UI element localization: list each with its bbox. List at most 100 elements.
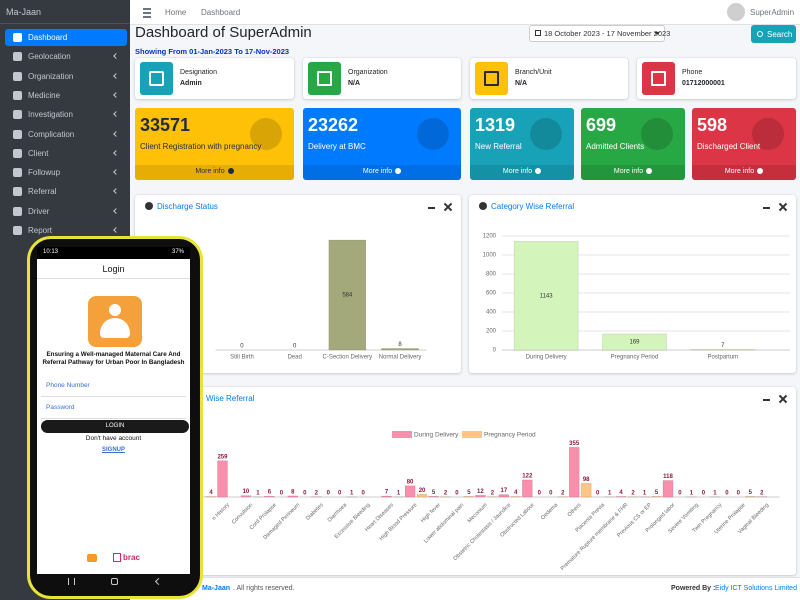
chevron: [113, 149, 119, 156]
stat-icon: [250, 118, 282, 150]
field-underline: [41, 396, 186, 397]
nav-back[interactable]: [154, 577, 163, 586]
menu-label: Report: [28, 226, 53, 235]
signup-link[interactable]: SIGNUP: [101, 447, 125, 453]
stat-box: 598 Discharged Client More info: [692, 108, 796, 180]
stat-footer[interactable]: More info: [135, 165, 294, 180]
search-button[interactable]: Search: [751, 25, 796, 43]
menu-toggle[interactable]: [143, 12, 151, 14]
stat-footer[interactable]: More info: [581, 165, 685, 180]
menu-item[interactable]: Investigation: [5, 106, 127, 123]
chevron: [113, 227, 119, 233]
chevron: [113, 188, 119, 195]
menu-label: Client: [28, 148, 49, 158]
chevron: [113, 130, 119, 137]
menu-icon: [13, 33, 22, 42]
collapse-button[interactable]: [763, 399, 770, 401]
menu-item[interactable]: Driver: [5, 203, 127, 220]
partner-logo: [113, 553, 121, 562]
search-icon: [757, 31, 763, 37]
stat-footer[interactable]: More info: [692, 165, 796, 180]
user-avatar[interactable]: [727, 3, 745, 21]
nav-link[interactable]: Home: [165, 8, 187, 17]
menu-item[interactable]: Organization: [5, 68, 127, 85]
login-label: LOGIN: [105, 423, 125, 429]
nav-link[interactable]: Dashboard: [201, 8, 241, 17]
info-value: 01712000001: [682, 80, 725, 87]
nav-recent[interactable]: [68, 578, 75, 585]
close-button[interactable]: [778, 202, 788, 212]
title-divider: [37, 278, 190, 279]
menu-toggle[interactable]: [143, 16, 151, 18]
phone-field[interactable]: Phone Number: [46, 382, 90, 389]
stat-box: 1319 New Referral More info: [470, 108, 574, 180]
info-box: Branch/Unit N/A: [470, 58, 628, 99]
icon-glyph: [651, 71, 666, 86]
info-label: Designation: [180, 69, 217, 76]
menu-item[interactable]: Report: [5, 222, 127, 239]
stat-label: Client Registration with pregnancy: [140, 142, 262, 151]
more-info: More info: [692, 168, 796, 175]
stat-value: 33571: [140, 115, 191, 135]
menu-icon: [13, 148, 22, 158]
close-button[interactable]: [443, 202, 453, 212]
info-icon: [475, 62, 508, 95]
menu-label: Followup: [28, 168, 61, 178]
chevron: [113, 207, 119, 214]
menu-item[interactable]: Followup: [5, 164, 127, 181]
collapse-button[interactable]: [428, 207, 435, 209]
chart-card: Category Wise Referral: [469, 195, 796, 373]
info-box: Phone 01712000001: [637, 58, 796, 99]
menu-label: Investigation: [28, 110, 73, 120]
menu-label: Dashboard: [28, 33, 68, 42]
arrow-icon: [646, 168, 653, 174]
info-icon: [642, 62, 675, 95]
date-info: Showing From 01-Jan-2023 To 17-Nov-2023: [135, 47, 290, 56]
login-button[interactable]: LOGIN: [41, 420, 189, 433]
stat-footer[interactable]: More info: [470, 165, 574, 180]
stat-box: 23262 Delivery at BMC More info: [303, 108, 461, 180]
menu-label: Complication: [28, 129, 75, 139]
menu-toggle[interactable]: [143, 8, 151, 10]
calendar-icon: [535, 30, 541, 36]
chevron: [113, 72, 119, 79]
partner-logo: [87, 554, 97, 562]
company-link[interactable]: Eidy ICT Solutions Limited: [715, 585, 797, 592]
chevron: [113, 53, 119, 60]
menu-item[interactable]: Geolocation: [5, 48, 127, 65]
collapse-button[interactable]: [763, 207, 770, 209]
arrow-icon: [227, 168, 234, 174]
nav-home[interactable]: [111, 578, 118, 585]
chart-icon: [479, 202, 487, 210]
stat-footer[interactable]: More info: [303, 165, 461, 180]
copyright-brand[interactable]: Ma-Jaan: [202, 585, 231, 592]
arrow-icon: [535, 168, 542, 174]
menu-label: Geolocation: [28, 52, 71, 62]
user-name[interactable]: SuperAdmin: [750, 8, 795, 17]
stat-value: 699: [586, 115, 617, 135]
menu-item[interactable]: Dashboard: [5, 29, 127, 46]
copyright-text: . All rights reserved.: [233, 585, 295, 592]
menu-item[interactable]: Medicine: [5, 87, 127, 104]
no-account: Don't have account: [85, 435, 142, 442]
menu-item[interactable]: Client: [5, 145, 127, 162]
app-logo: [88, 296, 142, 347]
info-label: Organization: [348, 69, 388, 76]
status-battery: 37%: [171, 249, 184, 255]
date-range-button[interactable]: 18 October 2023 - 17 November 2023: [529, 25, 670, 42]
chart-card: Wise Referral: [135, 387, 796, 575]
stat-value: 1319: [475, 115, 516, 135]
info-value: Admin: [180, 80, 202, 87]
close-button[interactable]: [778, 394, 788, 404]
stat-icon: [417, 118, 449, 150]
password-field[interactable]: Password: [46, 404, 75, 411]
info-value: N/A: [348, 80, 361, 87]
card-title: Discharge Status: [157, 202, 218, 211]
divider: [0, 23, 130, 24]
stat-label: New Referral: [475, 142, 522, 151]
icon-glyph: [149, 71, 164, 86]
chart-icon: [145, 202, 153, 210]
menu-item[interactable]: Referral: [5, 183, 127, 200]
menu-item[interactable]: Complication: [5, 126, 127, 143]
stat-icon: [641, 118, 673, 150]
